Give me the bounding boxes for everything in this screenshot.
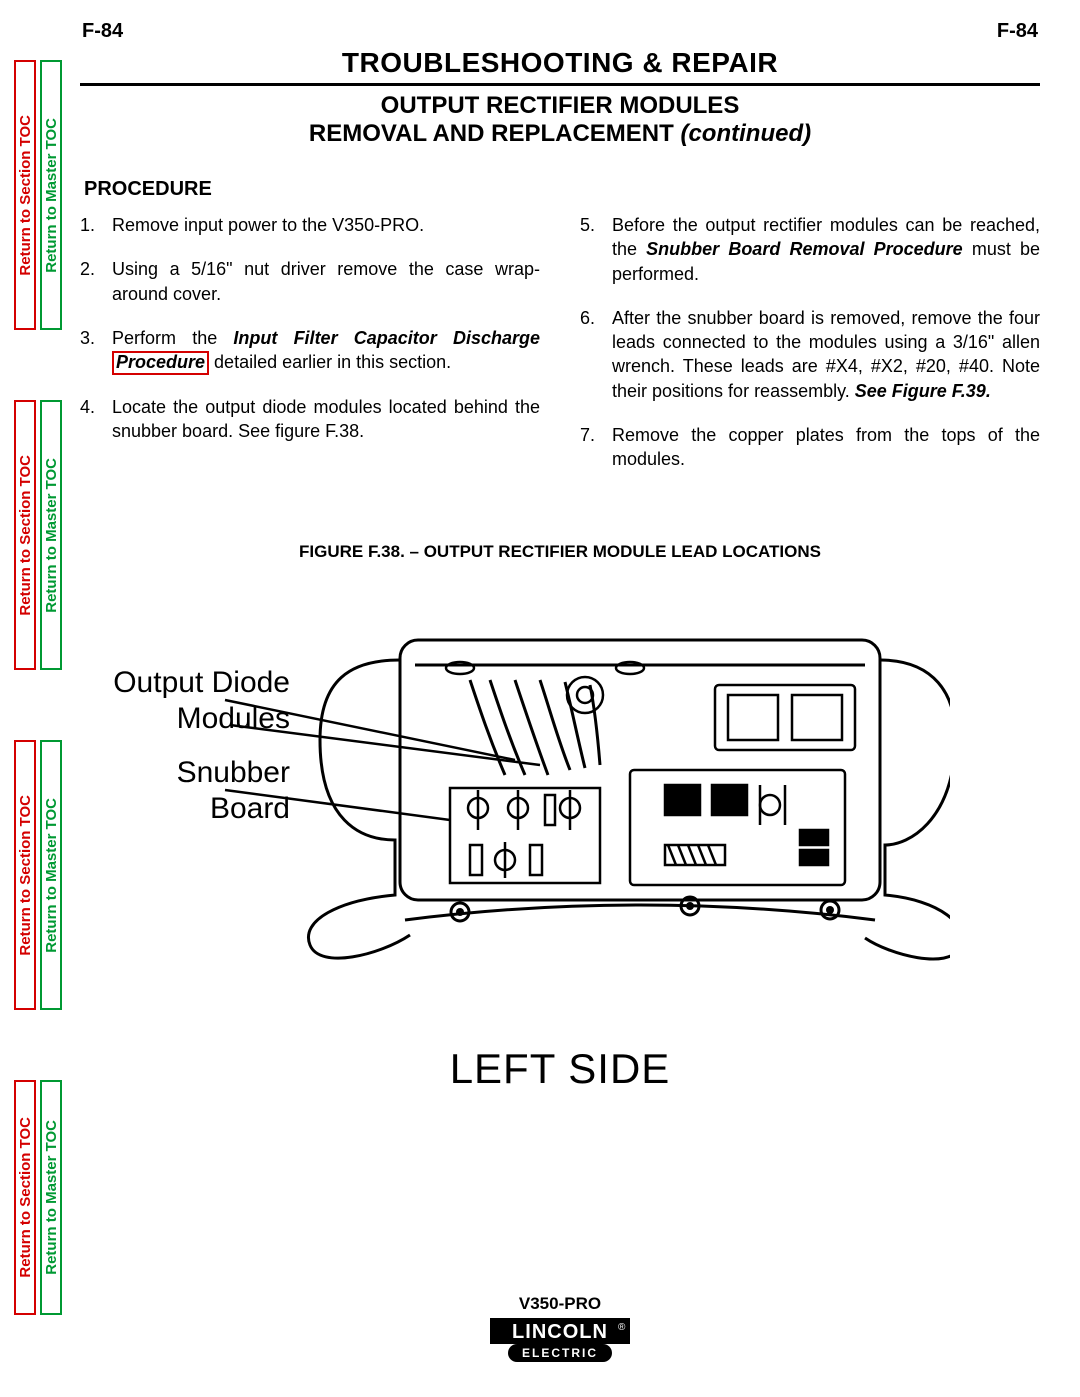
procedure-heading: PROCEDURE — [84, 178, 1040, 201]
figure-label-snubber-2: Board — [210, 792, 290, 825]
figure-label-diode: Output Diode Modules — [70, 665, 290, 737]
nav-tab-master-label: Return to Master TOC — [43, 798, 60, 953]
nav-tab-master-4[interactable]: Return to Master TOC — [40, 1080, 62, 1315]
page-number-left: F-84 — [82, 20, 123, 43]
step-2: Using a 5/16" nut driver remove the case… — [80, 257, 540, 306]
nav-tab-master-3[interactable]: Return to Master TOC — [40, 740, 62, 1010]
figure-caption: FIGURE F.38. – OUTPUT RECTIFIER MODULE L… — [80, 542, 1040, 562]
figure-label-diode-1: Output Diode — [113, 666, 290, 699]
logo-reg: ® — [618, 1322, 626, 1333]
step-3-d: detailed earlier in this section. — [209, 352, 451, 372]
nav-tab-master-2[interactable]: Return to Master TOC — [40, 400, 62, 670]
procedure-link[interactable]: Procedure — [112, 351, 209, 375]
subtitle-2a: REMOVAL AND REPLACEMENT — [309, 120, 681, 147]
figure-label-snubber-1: Snubber — [177, 756, 290, 789]
figure-label-diode-2: Modules — [177, 702, 290, 735]
step-7: Remove the copper plates from the tops o… — [580, 423, 1040, 472]
procedure-link-text: Procedure — [116, 352, 205, 372]
page-number-right: F-84 — [997, 20, 1038, 43]
page-title: TROUBLESHOOTING & REPAIR — [80, 47, 1040, 79]
step-1-text: Remove input power to the V350-PRO. — [112, 215, 424, 235]
nav-tab-section-label: Return to Section TOC — [17, 1117, 34, 1278]
step-4-text: Locate the output diode modules located … — [112, 397, 540, 441]
nav-tab-section-4[interactable]: Return to Section TOC — [14, 1080, 36, 1315]
step-3-b: Input Filter Capacitor Discharge — [233, 328, 540, 348]
subtitle-1: OUTPUT RECTIFIER MODULES — [80, 92, 1040, 120]
subtitle-2: REMOVAL AND REPLACEMENT (continued) — [80, 120, 1040, 148]
nav-tab-master-1[interactable]: Return to Master TOC — [40, 60, 62, 330]
nav-tab-master-label: Return to Master TOC — [43, 1120, 60, 1275]
step-1: Remove input power to the V350-PRO. — [80, 213, 540, 237]
nav-tab-section-label: Return to Section TOC — [17, 455, 34, 616]
nav-tab-master-label: Return to Master TOC — [43, 458, 60, 613]
nav-tab-section-2[interactable]: Return to Section TOC — [14, 400, 36, 670]
nav-tab-section-1[interactable]: Return to Section TOC — [14, 60, 36, 330]
subtitle-2b: (continued) — [680, 120, 811, 147]
step-3: Perform the Input Filter Capacitor Disch… — [80, 326, 540, 375]
logo-top-text: LINCOLN — [512, 1321, 608, 1343]
step-6-b: See Figure F.39. — [855, 381, 991, 401]
nav-tab-section-label: Return to Section TOC — [17, 115, 34, 276]
figure-f38: Output Diode Modules Snubber Board — [80, 590, 1040, 1093]
step-4: Locate the output diode modules located … — [80, 395, 540, 444]
logo-bottom-text: ELECTRIC — [522, 1346, 598, 1360]
figure-bottom-label: LEFT SIDE — [80, 1045, 1040, 1093]
model-label: V350-PRO — [80, 1294, 1040, 1314]
nav-tab-section-label: Return to Section TOC — [17, 795, 34, 956]
title-rule — [80, 83, 1040, 86]
procedure-col-left: Remove input power to the V350-PRO. Usin… — [80, 213, 540, 492]
lincoln-logo: LINCOLN ® ELECTRIC — [490, 1318, 630, 1367]
step-6: After the snubber board is removed, remo… — [580, 306, 1040, 403]
nav-tab-section-3[interactable]: Return to Section TOC — [14, 740, 36, 1010]
nav-tab-master-label: Return to Master TOC — [43, 118, 60, 273]
step-7-text: Remove the copper plates from the tops o… — [612, 425, 1040, 469]
step-5: Before the output rectifier modules can … — [580, 213, 1040, 286]
procedure-col-right: Before the output rectifier modules can … — [580, 213, 1040, 492]
page-footer: V350-PRO LINCOLN ® ELECTRIC — [80, 1294, 1040, 1367]
step-2-text: Using a 5/16" nut driver remove the case… — [112, 259, 540, 303]
figure-label-snubber: Snubber Board — [110, 755, 290, 827]
step-5-b: Snubber Board Removal Procedure — [646, 239, 963, 259]
step-3-a: Perform the — [112, 328, 233, 348]
